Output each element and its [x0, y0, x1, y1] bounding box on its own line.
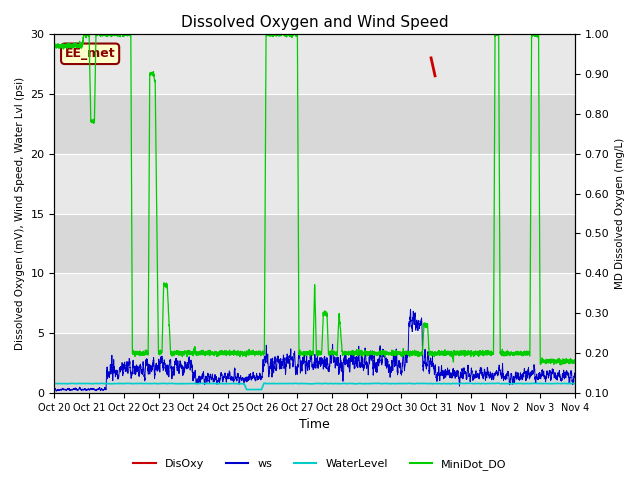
Line: MiniDot_DO: MiniDot_DO — [54, 34, 575, 365]
MiniDot_DO — [403, 351, 410, 357]
WaterLevel — [295, 381, 303, 386]
Line: DisOxy: DisOxy — [431, 58, 435, 76]
WaterLevel — [144, 381, 152, 386]
ws — [406, 306, 414, 312]
Bar — [54, 333, 575, 393]
Bar — [54, 214, 575, 274]
Bar — [54, 34, 575, 94]
MiniDot_DO — [461, 350, 468, 356]
Text: EE_met: EE_met — [65, 48, 115, 60]
WaterLevel — [403, 381, 410, 386]
Line: WaterLevel: WaterLevel — [54, 383, 575, 390]
Y-axis label: Dissolved Oxygen (mV), Wind Speed, Water Lvl (psi): Dissolved Oxygen (mV), Wind Speed, Water… — [15, 77, 25, 350]
ws — [295, 352, 303, 358]
ws — [431, 362, 439, 368]
WaterLevel — [571, 381, 579, 386]
MiniDot_DO — [51, 42, 58, 48]
MiniDot_DO — [80, 31, 88, 37]
ws — [51, 385, 58, 391]
MiniDot_DO — [431, 350, 439, 356]
X-axis label: Time: Time — [300, 419, 330, 432]
Legend: DisOxy, ws, WaterLevel, MiniDot_DO: DisOxy, ws, WaterLevel, MiniDot_DO — [129, 455, 511, 474]
WaterLevel — [461, 381, 468, 386]
Y-axis label: MD Dissolved Oxygen (mg/L): MD Dissolved Oxygen (mg/L) — [615, 138, 625, 289]
MiniDot_DO — [571, 357, 579, 363]
ws — [571, 372, 579, 378]
MiniDot_DO — [557, 362, 564, 368]
WaterLevel — [494, 380, 502, 386]
Title: Dissolved Oxygen and Wind Speed: Dissolved Oxygen and Wind Speed — [181, 15, 449, 30]
ws — [403, 357, 410, 362]
WaterLevel — [243, 387, 250, 393]
ws — [461, 371, 468, 377]
WaterLevel — [431, 381, 439, 386]
ws — [52, 388, 60, 394]
MiniDot_DO — [295, 349, 303, 355]
Bar — [54, 274, 575, 333]
WaterLevel — [51, 381, 58, 386]
ws — [571, 370, 579, 376]
Bar — [54, 154, 575, 214]
MiniDot_DO — [144, 350, 152, 356]
Line: ws: ws — [54, 309, 575, 391]
MiniDot_DO — [571, 359, 579, 364]
DisOxy — [431, 73, 439, 79]
Bar — [54, 94, 575, 154]
WaterLevel — [571, 381, 579, 386]
ws — [144, 367, 152, 372]
